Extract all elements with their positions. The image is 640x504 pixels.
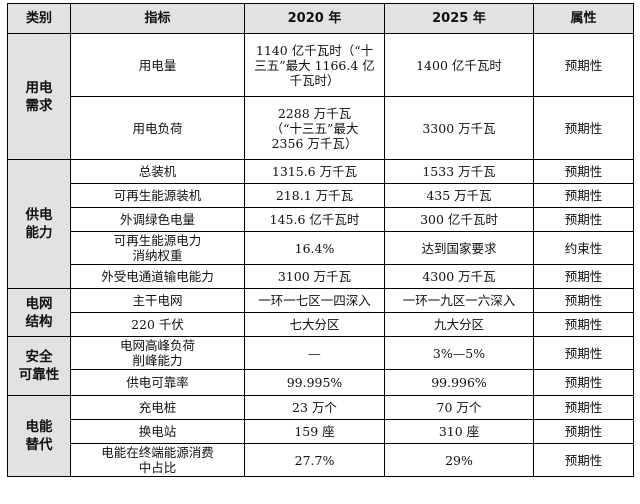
indicator-cell: 充电桩 (70, 395, 245, 420)
header-category: 类别 (7, 3, 71, 34)
value-2020-cell: 218.1 万千瓦 (244, 183, 385, 208)
table-row: 用电负荷 2288 万千瓦 （“十三五”最大 2356 万千瓦） 3300 万千… (8, 96, 634, 160)
table-row: 电网 结构 主干电网 一环一七区一四深入 一环一九区一六深入 预期性 (7, 288, 634, 337)
table-row: 换电站 159 座 310 座 预期性 (8, 419, 634, 444)
category-cell: 电网 结构 (7, 288, 71, 337)
table-row: 220 千伏 七大分区 九大分区 预期性 (8, 312, 634, 337)
value-2025-cell: 300 亿千瓦时 (384, 207, 534, 232)
value-2020-cell: 145.6 亿千瓦时 (244, 207, 385, 232)
table-row: 安全 可靠性 电网高峰负荷 削峰能力 — 3%—5% 预期性 (7, 336, 634, 396)
attribute-cell: 预期性 (533, 288, 634, 313)
value-2020-cell: 3100 万千瓦 (244, 264, 385, 289)
value-2025-cell: 1533 万千瓦 (384, 159, 534, 184)
value-2020-cell: 23 万个 (244, 395, 385, 420)
attribute-cell: 预期性 (533, 395, 634, 420)
value-2025-cell: 3300 万千瓦 (384, 96, 534, 160)
value-2020-cell: 27.7% (244, 443, 385, 477)
attribute-cell: 预期性 (533, 159, 634, 184)
indicator-cell: 220 千伏 (70, 312, 245, 337)
value-2020-cell: 2288 万千瓦 （“十三五”最大 2356 万千瓦） (244, 96, 385, 160)
indicator-cell: 电能在终端能源消费 中占比 (70, 443, 245, 477)
category-cell: 供电 能力 (7, 159, 71, 289)
indicator-cell: 外调绿色电量 (70, 207, 245, 232)
indicator-cell: 可再生能源装机 (70, 183, 245, 208)
table-row: 用电 需求 用电量 1140 亿千瓦时（“十 三五”最大 1166.4 亿 千瓦… (7, 33, 634, 160)
value-2025-cell: 3%—5% (384, 336, 534, 370)
attribute-cell: 预期性 (533, 312, 634, 337)
indicator-cell: 用电负荷 (70, 96, 245, 160)
value-2025-cell: 310 座 (384, 419, 534, 444)
table-row: 可再生能源装机 218.1 万千瓦 435 万千瓦 预期性 (8, 183, 634, 208)
value-2020-cell: 16.4% (244, 231, 385, 265)
table-row: 外调绿色电量 145.6 亿千瓦时 300 亿千瓦时 预期性 (8, 207, 634, 232)
value-2025-cell: 一环一九区一六深入 (384, 288, 534, 313)
indicator-cell: 外受电通道输电能力 (70, 264, 245, 289)
header-2020: 2020 年 (244, 3, 385, 34)
table-row: 可再生能源电力 消纳权重 16.4% 达到国家要求 约束性 (8, 231, 634, 265)
value-2020-cell: 99.995% (244, 369, 385, 396)
indicator-cell: 用电量 (70, 33, 245, 97)
table-row: 电能在终端能源消费 中占比 27.7% 29% 预期性 (8, 443, 634, 477)
table-row: 电能 替代 充电桩 23 万个 70 万个 预期性 (7, 395, 634, 477)
header-row: 类别 指标 2020 年 2025 年 属性 (7, 3, 634, 34)
value-2020-cell: 七大分区 (244, 312, 385, 337)
table-row: 供电可靠率 99.995% 99.996% 预期性 (8, 369, 634, 396)
category-cell: 用电 需求 (7, 33, 71, 160)
attribute-cell: 预期性 (533, 336, 634, 370)
value-2025-cell: 1400 亿千瓦时 (384, 33, 534, 97)
indicator-cell: 换电站 (70, 419, 245, 444)
value-2020-cell: 159 座 (244, 419, 385, 444)
category-cell: 安全 可靠性 (7, 336, 71, 396)
planning-indicators-table: 类别 指标 2020 年 2025 年 属性 用电 需求 用电量 1140 亿千… (7, 3, 634, 477)
attribute-cell: 预期性 (533, 207, 634, 232)
value-2025-cell: 达到国家要求 (384, 231, 534, 265)
value-2025-cell: 29% (384, 443, 534, 477)
header-attribute: 属性 (533, 3, 634, 34)
value-2025-cell: 九大分区 (384, 312, 534, 337)
value-2025-cell: 70 万个 (384, 395, 534, 420)
attribute-cell: 预期性 (533, 419, 634, 444)
attribute-cell: 预期性 (533, 183, 634, 208)
attribute-cell: 约束性 (533, 231, 634, 265)
value-2020-cell: 1315.6 万千瓦 (244, 159, 385, 184)
value-2020-cell: — (244, 336, 385, 370)
attribute-cell: 预期性 (533, 264, 634, 289)
indicator-cell: 总装机 (70, 159, 245, 184)
attribute-cell: 预期性 (533, 369, 634, 396)
indicator-cell: 供电可靠率 (70, 369, 245, 396)
value-2025-cell: 4300 万千瓦 (384, 264, 534, 289)
attribute-cell: 预期性 (533, 33, 634, 97)
value-2025-cell: 435 万千瓦 (384, 183, 534, 208)
table-row: 外受电通道输电能力 3100 万千瓦 4300 万千瓦 预期性 (8, 264, 634, 289)
indicator-cell: 电网高峰负荷 削峰能力 (70, 336, 245, 370)
indicator-cell: 可再生能源电力 消纳权重 (70, 231, 245, 265)
value-2020-cell: 1140 亿千瓦时（“十 三五”最大 1166.4 亿 千瓦时） (244, 33, 385, 97)
category-cell: 电能 替代 (7, 395, 71, 477)
table-row: 供电 能力 总装机 1315.6 万千瓦 1533 万千瓦 预期性 (7, 159, 634, 289)
value-2020-cell: 一环一七区一四深入 (244, 288, 385, 313)
indicator-cell: 主干电网 (70, 288, 245, 313)
header-2025: 2025 年 (384, 3, 534, 34)
table-wrapper: 类别 指标 2020 年 2025 年 属性 用电 需求 用电量 1140 亿千… (7, 3, 634, 477)
value-2025-cell: 99.996% (384, 369, 534, 396)
attribute-cell: 预期性 (533, 443, 634, 477)
header-indicator: 指标 (70, 3, 245, 34)
attribute-cell: 预期性 (533, 96, 634, 160)
